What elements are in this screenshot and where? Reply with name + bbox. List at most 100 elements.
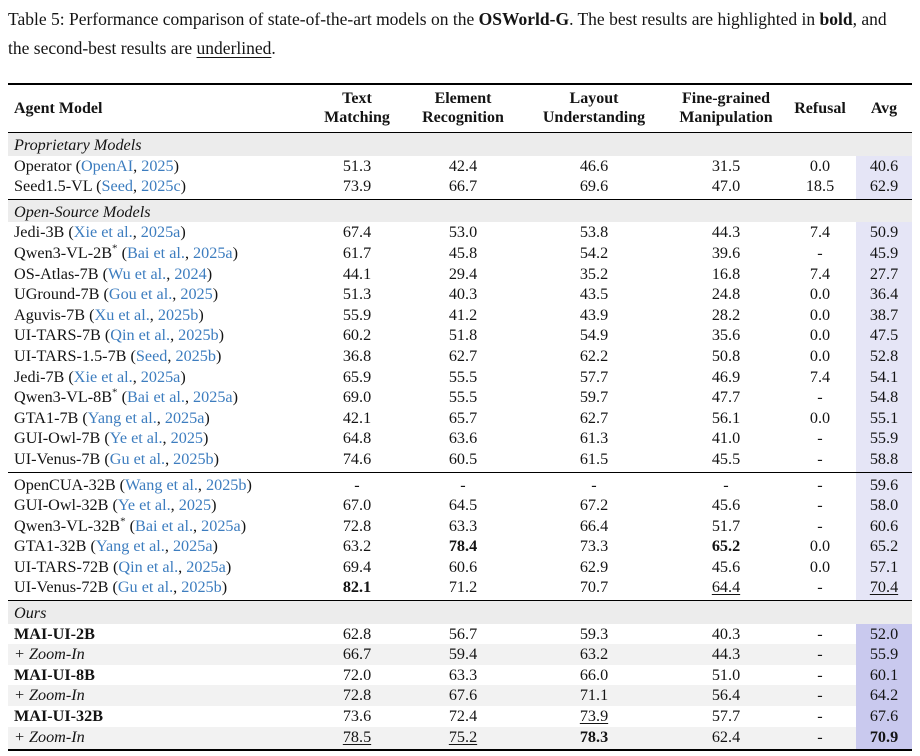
avg-value-cell: 60.1: [856, 664, 912, 686]
citation-link[interactable]: Seed: [101, 177, 133, 196]
citation-link[interactable]: Gou et al.: [108, 285, 173, 304]
citation-link[interactable]: Xu et al.: [94, 305, 150, 324]
model-name: UI-TARS-1.5-7B: [14, 346, 127, 365]
value-cell: 66.7: [308, 644, 406, 665]
metric-value: 31.5: [711, 156, 741, 175]
citation-link[interactable]: Gu et al.: [109, 449, 166, 468]
citation-link[interactable]: Yang et al.: [95, 537, 165, 556]
metric-value: 45.5: [711, 449, 741, 468]
value-cell: 29.4: [406, 264, 520, 285]
metric-value: 51.3: [342, 285, 372, 304]
citation-link[interactable]: Xie et al.: [73, 367, 133, 386]
value-cell: -: [784, 243, 856, 264]
value-cell: -: [308, 472, 406, 495]
model-name-cell: GTA1-32B (Yang et al., 2025a): [14, 537, 218, 556]
citation-year-link[interactable]: 2025c: [141, 177, 181, 196]
metric-value: 0.0: [809, 326, 831, 345]
value-cell: 64.5: [406, 495, 520, 516]
citation-link[interactable]: Ye et al.: [109, 429, 163, 448]
citation-link[interactable]: Xie et al.: [73, 223, 133, 242]
avg-value-cell: 52.8: [856, 345, 912, 367]
citation-link[interactable]: OpenAI: [80, 156, 134, 175]
metric-value: 67.0: [342, 496, 372, 515]
value-cell: 0.0: [784, 536, 856, 557]
model-name-cell: Qwen3-VL-8B* (Bai et al., 2025a): [14, 386, 238, 407]
citation-link[interactable]: Bai et al.: [126, 388, 185, 407]
table-row-ui-tars-1-5-7b: UI-TARS-1.5-7B (Seed, 2025b) 36.8 62.7 62.2…: [8, 345, 912, 367]
metric-value: 74.6: [342, 449, 372, 468]
model-name-cell: OpenCUA-32B (Wang et al., 2025b): [14, 475, 252, 494]
citation-link[interactable]: Seed: [135, 346, 168, 365]
avg-value-cell: 65.2: [856, 536, 912, 557]
value-cell: 64.4: [668, 577, 784, 600]
value-cell: 70.7: [520, 577, 668, 600]
citation-link[interactable]: Ye et al.: [117, 496, 171, 515]
section-row-open-source-models: Open-Source Models: [8, 199, 912, 223]
citation-link[interactable]: Bai et al.: [126, 243, 185, 262]
metric-value: 62.7: [579, 408, 609, 427]
citation-year-link[interactable]: 2025a: [193, 388, 233, 407]
value-cell: 67.4: [308, 222, 406, 243]
citation-link[interactable]: Wu et al.: [107, 264, 167, 283]
citation-year-link[interactable]: 2025: [170, 429, 203, 448]
citation-year-link[interactable]: 2025b: [157, 305, 199, 324]
metric-value: 44.3: [711, 645, 741, 664]
value-cell: -: [784, 472, 856, 495]
value-cell: 62.4: [668, 727, 784, 751]
metric-value: 64.8: [342, 429, 372, 448]
metric-value: 69.4: [342, 557, 372, 576]
section-label: Proprietary Models: [8, 132, 912, 156]
citation-year-link[interactable]: 2025a: [186, 557, 226, 576]
citation-year-link[interactable]: 2025b: [178, 326, 219, 345]
table-row-operator: Operator (OpenAI, 2025) 51.3 42.4 46.6 31.5 0…: [8, 155, 912, 177]
citation-link[interactable]: Qin et al.: [110, 326, 171, 345]
citation-link[interactable]: Wang et al.: [125, 475, 198, 494]
citation-year-link[interactable]: 2025a: [140, 367, 181, 386]
value-cell: 51.0: [668, 665, 784, 686]
citation-year-link[interactable]: 2025b: [206, 475, 247, 494]
avg-value-cell: 54.1: [856, 366, 912, 388]
metric-value: 53.8: [579, 223, 609, 242]
metric-value: 36.4: [869, 285, 899, 304]
avg-value-cell: 36.4: [856, 284, 912, 305]
model-name: UI-Venus-7B: [14, 449, 101, 468]
caption-text: bold: [819, 9, 853, 29]
model-name-cell: MAI-UI-32B: [8, 706, 308, 727]
metric-value: -: [460, 475, 466, 494]
citation-year-link[interactable]: 2024: [174, 264, 207, 283]
value-cell: 65.7: [406, 408, 520, 429]
avg-value-cell: 70.9: [856, 726, 912, 751]
value-cell: 72.8: [308, 516, 406, 537]
metric-value: 51.0: [711, 665, 741, 684]
citation-year-link[interactable]: 2025a: [140, 223, 181, 242]
value-cell: 53.8: [520, 222, 668, 243]
citation-year-link[interactable]: 2025a: [201, 516, 241, 535]
metric-value: 63.6: [448, 429, 478, 448]
citation-link[interactable]: Bai et al.: [135, 516, 194, 535]
model-name-cell: GTA1-7B (Yang et al., 2025a): [14, 408, 210, 427]
avg-value-cell: 67.6: [856, 706, 912, 727]
citation-year-link[interactable]: 2025: [178, 496, 212, 515]
citation-year-link[interactable]: 2025b: [173, 449, 214, 468]
citation-year-link[interactable]: 2025a: [172, 537, 213, 556]
metric-value: 52.0: [869, 624, 899, 643]
metric-value: 62.9: [579, 557, 609, 576]
value-cell: 40.3: [668, 624, 784, 645]
value-cell: -: [784, 685, 856, 706]
metric-value: 60.6: [448, 557, 478, 576]
citation-year-link[interactable]: 2025a: [164, 408, 205, 427]
citation-year-link[interactable]: 2025b: [175, 346, 216, 365]
citation-year-link[interactable]: 2025: [180, 285, 213, 304]
citation-link[interactable]: Yang et al.: [87, 408, 157, 427]
citation-year-link[interactable]: 2025: [141, 156, 174, 175]
citation-year-link[interactable]: 2025a: [193, 243, 233, 262]
citation-link[interactable]: Qin et al.: [118, 557, 179, 576]
metric-value: 61.3: [579, 429, 609, 448]
citation-link[interactable]: Gu et al.: [117, 578, 174, 597]
citation-year-link[interactable]: 2025b: [181, 578, 222, 597]
value-cell: 51.8: [406, 325, 520, 346]
metric-value: 62.7: [448, 346, 478, 365]
metric-value: 73.9: [579, 707, 609, 726]
value-cell: 41.2: [406, 305, 520, 326]
table-section-ours: Ours MAI-UI-2B 62.8 56.7 59.3 40.3-52.0 + Zoom…: [8, 600, 912, 751]
